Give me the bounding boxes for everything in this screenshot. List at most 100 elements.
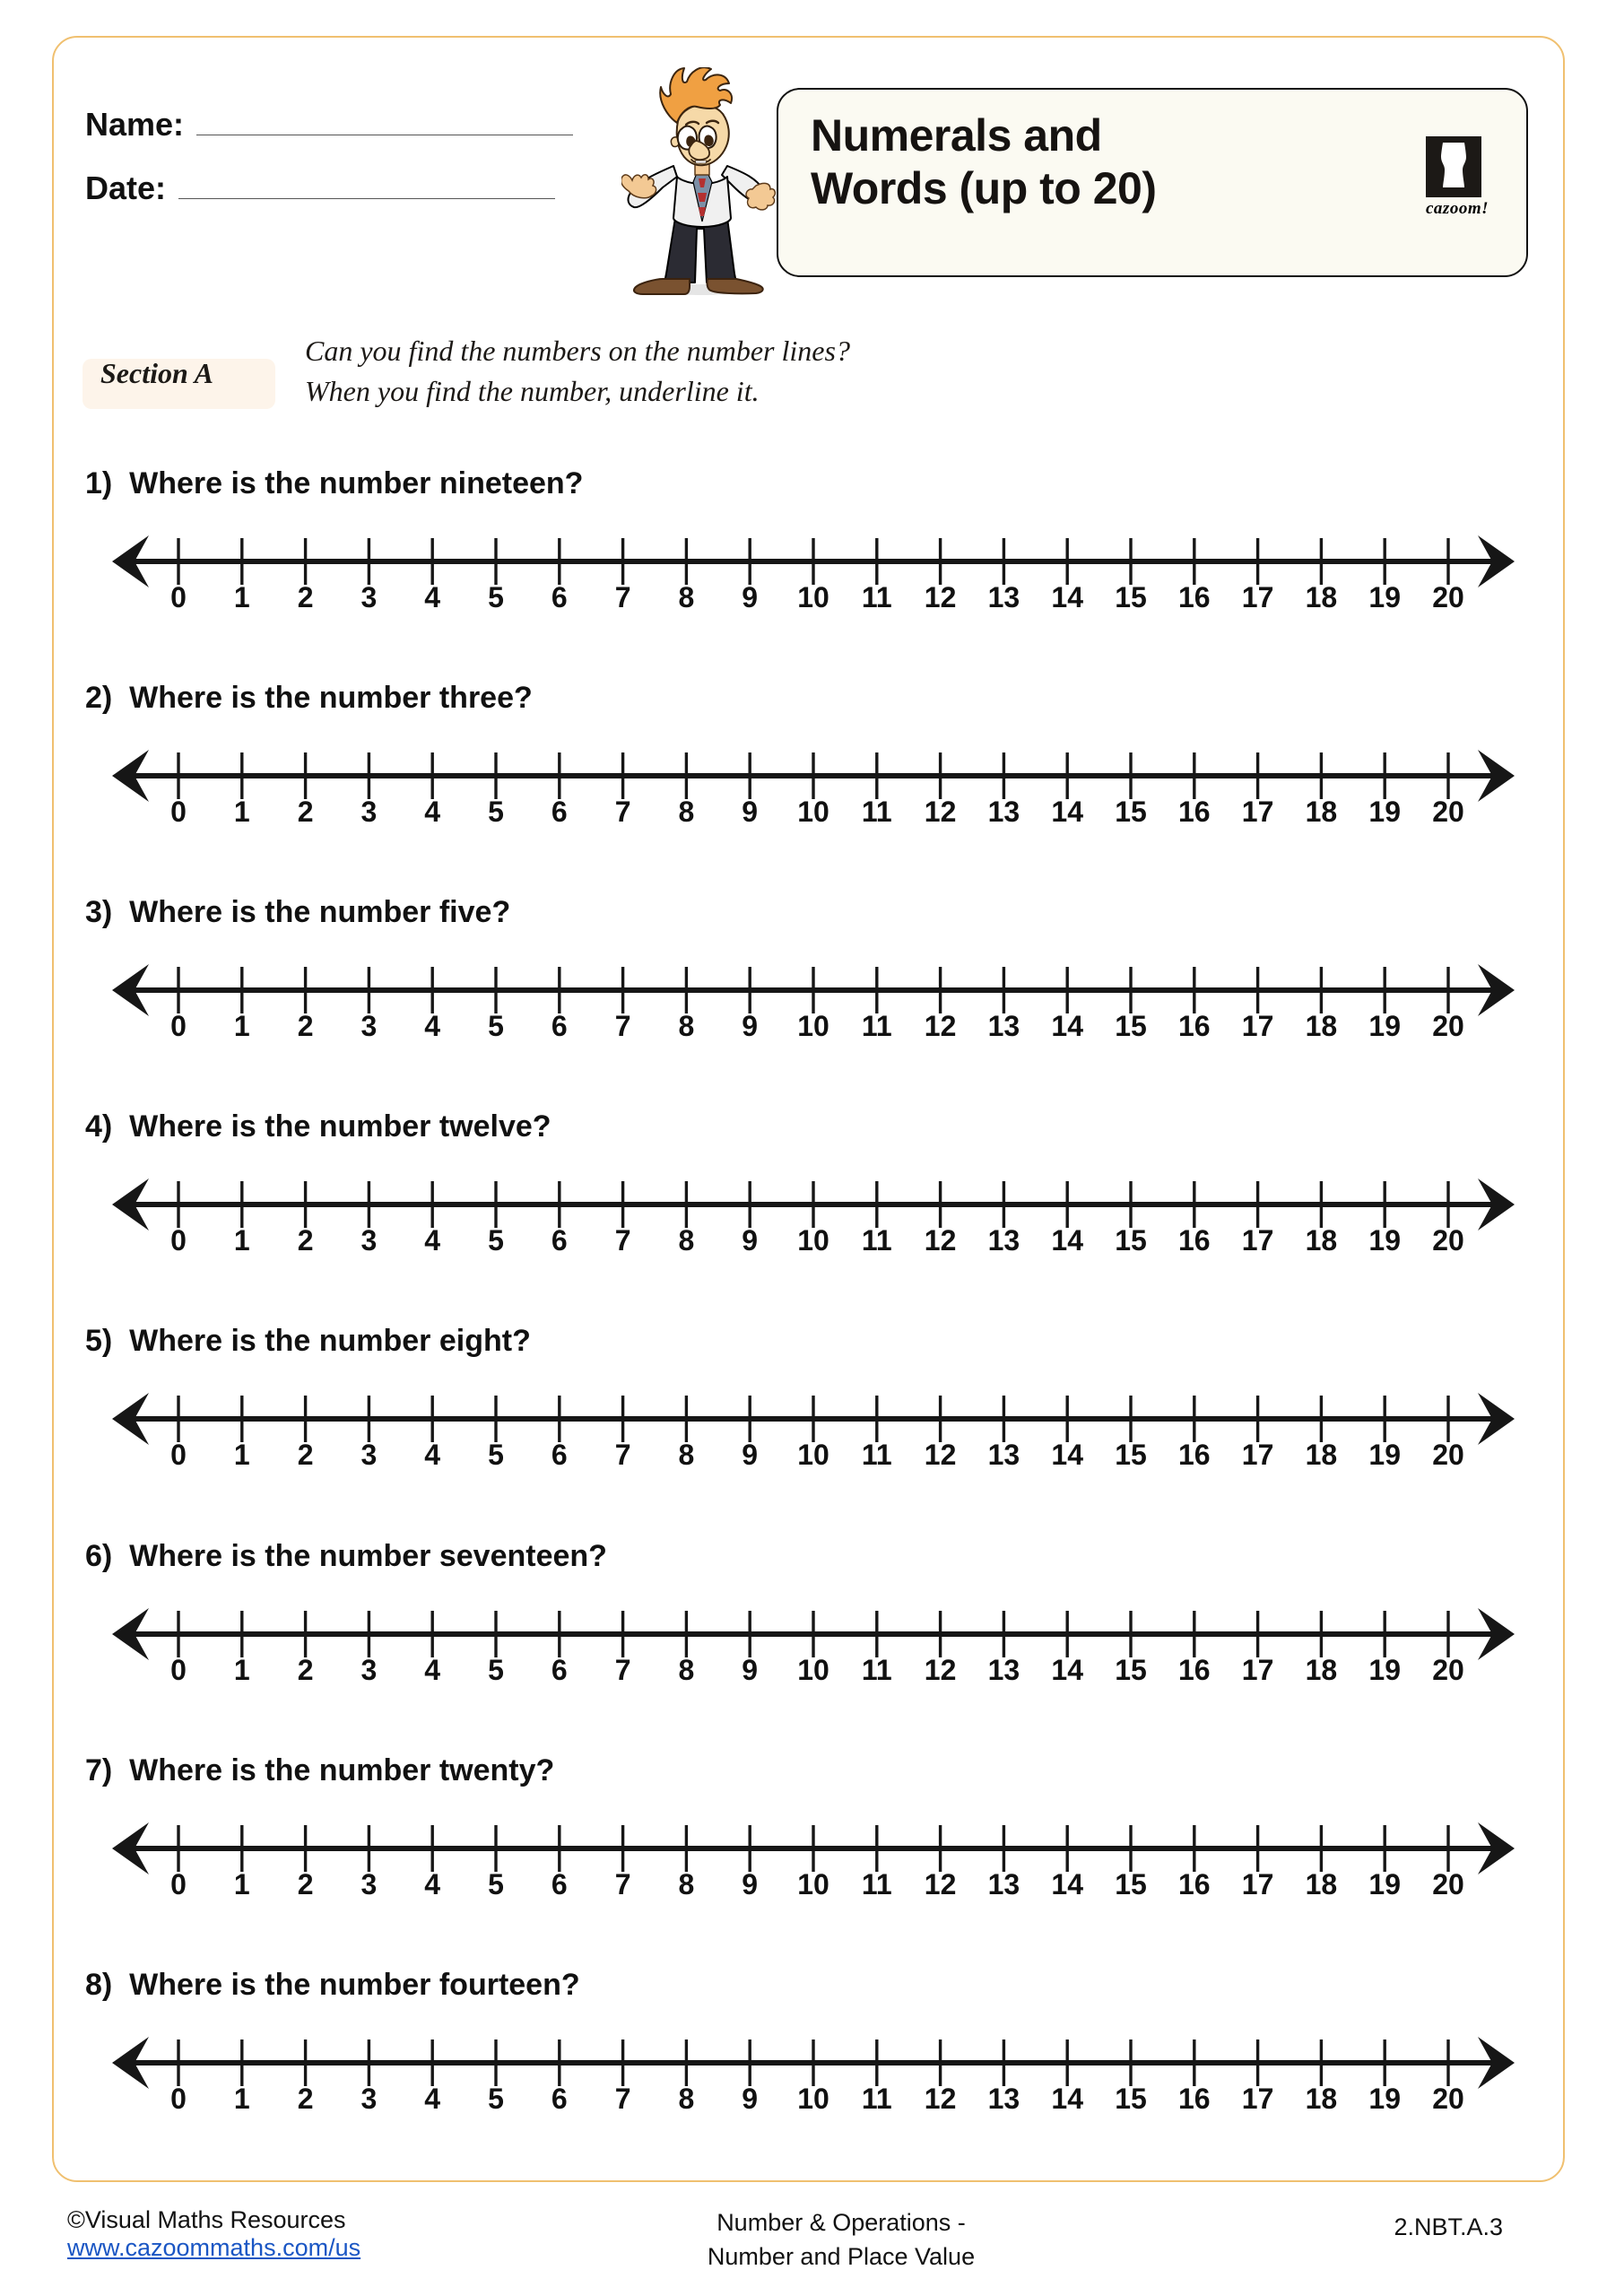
svg-text:14: 14 xyxy=(1051,1439,1083,1470)
svg-text:15: 15 xyxy=(1115,1654,1147,1685)
svg-text:8: 8 xyxy=(679,2083,695,2114)
svg-text:19: 19 xyxy=(1368,581,1401,613)
svg-text:7: 7 xyxy=(615,1654,631,1685)
svg-text:13: 13 xyxy=(988,2083,1020,2114)
svg-text:18: 18 xyxy=(1306,1868,1338,1900)
svg-text:4: 4 xyxy=(424,1654,440,1685)
svg-text:7: 7 xyxy=(615,1439,631,1470)
svg-text:16: 16 xyxy=(1178,1868,1211,1900)
svg-text:14: 14 xyxy=(1051,2083,1083,2114)
svg-text:5: 5 xyxy=(488,796,504,827)
svg-text:2: 2 xyxy=(298,2083,314,2114)
svg-text:5: 5 xyxy=(488,2083,504,2114)
svg-text:20: 20 xyxy=(1432,581,1464,613)
svg-text:16: 16 xyxy=(1178,581,1211,613)
svg-text:2: 2 xyxy=(298,1439,314,1470)
svg-text:20: 20 xyxy=(1432,1224,1464,1256)
svg-text:8: 8 xyxy=(679,1224,695,1256)
svg-text:9: 9 xyxy=(742,1439,758,1470)
svg-text:20: 20 xyxy=(1432,2083,1464,2114)
svg-text:15: 15 xyxy=(1115,1439,1147,1470)
svg-text:2: 2 xyxy=(298,581,314,613)
svg-text:5: 5 xyxy=(488,1439,504,1470)
svg-text:19: 19 xyxy=(1368,1654,1401,1685)
svg-text:1: 1 xyxy=(234,1868,250,1900)
svg-text:16: 16 xyxy=(1178,2083,1211,2114)
svg-text:14: 14 xyxy=(1051,1224,1083,1256)
svg-text:12: 12 xyxy=(925,581,957,613)
svg-text:10: 10 xyxy=(797,1868,829,1900)
svg-text:17: 17 xyxy=(1242,581,1274,613)
svg-text:7: 7 xyxy=(615,1010,631,1041)
svg-text:17: 17 xyxy=(1242,1868,1274,1900)
svg-text:10: 10 xyxy=(797,796,829,827)
svg-text:3: 3 xyxy=(361,1010,378,1041)
svg-text:18: 18 xyxy=(1306,796,1338,827)
svg-text:12: 12 xyxy=(925,796,957,827)
svg-text:18: 18 xyxy=(1306,1439,1338,1470)
svg-text:14: 14 xyxy=(1051,1654,1083,1685)
svg-text:19: 19 xyxy=(1368,1010,1401,1041)
svg-text:8: 8 xyxy=(679,1654,695,1685)
svg-text:1: 1 xyxy=(234,581,250,613)
svg-text:0: 0 xyxy=(170,1654,187,1685)
svg-text:5: 5 xyxy=(488,1654,504,1685)
svg-text:2: 2 xyxy=(298,796,314,827)
svg-text:13: 13 xyxy=(988,1654,1020,1685)
svg-text:14: 14 xyxy=(1051,581,1083,613)
svg-text:1: 1 xyxy=(234,796,250,827)
svg-text:14: 14 xyxy=(1051,796,1083,827)
svg-text:14: 14 xyxy=(1051,1868,1083,1900)
svg-text:10: 10 xyxy=(797,581,829,613)
svg-text:8: 8 xyxy=(679,796,695,827)
svg-text:15: 15 xyxy=(1115,1010,1147,1041)
svg-text:0: 0 xyxy=(170,2083,187,2114)
svg-text:7: 7 xyxy=(615,796,631,827)
svg-text:10: 10 xyxy=(797,2083,829,2114)
svg-text:10: 10 xyxy=(797,1654,829,1685)
svg-text:3: 3 xyxy=(361,1654,378,1685)
svg-text:3: 3 xyxy=(361,1868,378,1900)
svg-text:0: 0 xyxy=(170,581,187,613)
svg-text:9: 9 xyxy=(742,1224,758,1256)
svg-text:13: 13 xyxy=(988,1010,1020,1041)
svg-text:3: 3 xyxy=(361,2083,378,2114)
svg-text:8: 8 xyxy=(679,581,695,613)
svg-text:13: 13 xyxy=(988,796,1020,827)
svg-text:14: 14 xyxy=(1051,1010,1083,1041)
svg-text:20: 20 xyxy=(1432,1010,1464,1041)
svg-text:17: 17 xyxy=(1242,1010,1274,1041)
svg-text:10: 10 xyxy=(797,1010,829,1041)
svg-text:11: 11 xyxy=(862,2083,892,2114)
svg-text:17: 17 xyxy=(1242,1654,1274,1685)
svg-text:13: 13 xyxy=(988,1868,1020,1900)
svg-text:8: 8 xyxy=(679,1868,695,1900)
svg-text:7: 7 xyxy=(615,1224,631,1256)
svg-text:17: 17 xyxy=(1242,1224,1274,1256)
svg-text:15: 15 xyxy=(1115,581,1147,613)
svg-text:18: 18 xyxy=(1306,1654,1338,1685)
svg-text:3: 3 xyxy=(361,796,378,827)
svg-text:2: 2 xyxy=(298,1010,314,1041)
svg-text:5: 5 xyxy=(488,581,504,613)
svg-text:9: 9 xyxy=(742,1010,758,1041)
svg-text:2: 2 xyxy=(298,1868,314,1900)
svg-text:1: 1 xyxy=(234,1010,250,1041)
svg-text:11: 11 xyxy=(862,1439,892,1470)
svg-text:5: 5 xyxy=(488,1224,504,1256)
svg-text:9: 9 xyxy=(742,1654,758,1685)
svg-text:11: 11 xyxy=(862,1224,892,1256)
svg-text:20: 20 xyxy=(1432,1439,1464,1470)
svg-text:4: 4 xyxy=(424,796,440,827)
svg-text:9: 9 xyxy=(742,581,758,613)
svg-text:0: 0 xyxy=(170,1439,187,1470)
svg-text:18: 18 xyxy=(1306,1010,1338,1041)
svg-text:6: 6 xyxy=(551,1439,568,1470)
svg-text:19: 19 xyxy=(1368,2083,1401,2114)
svg-text:17: 17 xyxy=(1242,796,1274,827)
svg-text:0: 0 xyxy=(170,796,187,827)
svg-text:6: 6 xyxy=(551,1010,568,1041)
svg-text:15: 15 xyxy=(1115,2083,1147,2114)
svg-text:12: 12 xyxy=(925,1868,957,1900)
svg-text:12: 12 xyxy=(925,1654,957,1685)
